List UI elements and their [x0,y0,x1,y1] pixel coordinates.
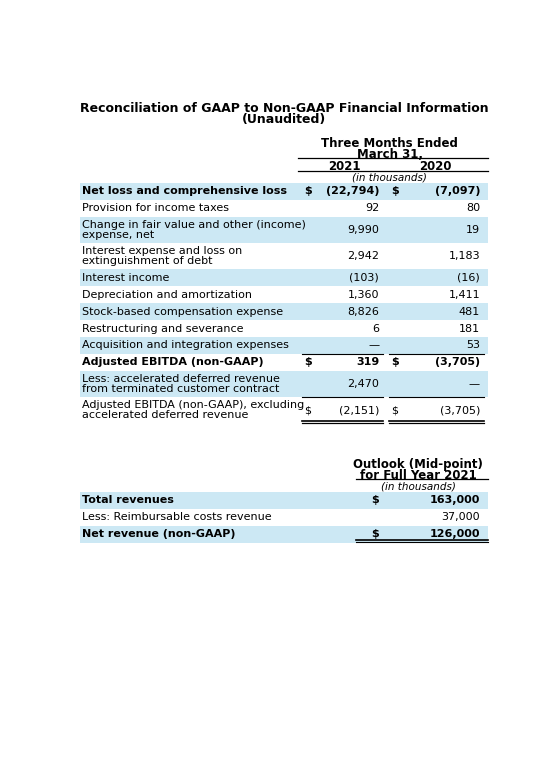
FancyBboxPatch shape [80,337,488,354]
Text: (3,705): (3,705) [440,406,480,415]
Text: Net revenue (non-GAAP): Net revenue (non-GAAP) [83,529,236,539]
FancyBboxPatch shape [80,217,488,243]
FancyBboxPatch shape [80,525,488,543]
Text: accelerated deferred revenue: accelerated deferred revenue [83,410,249,420]
Text: 37,000: 37,000 [442,512,480,522]
Text: Reconciliation of GAAP to Non-GAAP Financial Information: Reconciliation of GAAP to Non-GAAP Finan… [80,102,488,115]
Text: from terminated customer contract: from terminated customer contract [83,384,280,394]
Text: extinguishment of debt: extinguishment of debt [83,257,213,266]
Text: (7,097): (7,097) [434,187,480,197]
Text: 1,183: 1,183 [448,251,480,261]
Text: 6: 6 [372,323,379,333]
Text: $: $ [304,406,311,415]
Text: Restructuring and severance: Restructuring and severance [83,323,244,333]
Text: Depreciation and amortization: Depreciation and amortization [83,290,253,300]
Text: (in thousands): (in thousands) [352,172,427,182]
Text: 2020: 2020 [419,160,452,173]
Text: $: $ [391,406,398,415]
Text: for Full Year 2021: for Full Year 2021 [360,468,476,482]
FancyBboxPatch shape [80,371,488,397]
Text: 319: 319 [356,357,379,367]
Text: 9,990: 9,990 [347,225,379,235]
Text: 80: 80 [466,204,480,214]
Text: 92: 92 [365,204,379,214]
Text: Adjusted EBITDA (non-GAAP), excluding: Adjusted EBITDA (non-GAAP), excluding [83,400,305,410]
Text: 1,411: 1,411 [448,290,480,300]
Text: March 31,: March 31, [357,147,423,161]
Text: —: — [368,340,379,350]
FancyBboxPatch shape [80,270,488,286]
Text: 181: 181 [459,323,480,333]
Text: Less: accelerated deferred revenue: Less: accelerated deferred revenue [83,374,280,384]
Text: 126,000: 126,000 [429,529,480,539]
Text: —: — [469,379,480,389]
Text: Stock-based compensation expense: Stock-based compensation expense [83,306,284,316]
Text: Provision for income taxes: Provision for income taxes [83,204,229,214]
Text: (3,705): (3,705) [435,357,480,367]
Text: (Unaudited): (Unaudited) [242,113,326,126]
Text: Net loss and comprehensive loss: Net loss and comprehensive loss [83,187,288,197]
FancyBboxPatch shape [80,492,488,508]
Text: expense, net: expense, net [83,230,155,240]
Text: 53: 53 [466,340,480,350]
Text: 8,826: 8,826 [347,306,379,316]
Text: 2,470: 2,470 [347,379,379,389]
Text: 1,360: 1,360 [348,290,379,300]
Text: Change in fair value and other (income): Change in fair value and other (income) [83,220,306,230]
Text: 2021: 2021 [328,160,361,173]
Text: Outlook (Mid-point): Outlook (Mid-point) [353,458,483,471]
Text: (103): (103) [350,273,379,283]
Text: Acquisition and integration expenses: Acquisition and integration expenses [83,340,289,350]
Text: Three Months Ended: Three Months Ended [321,137,458,150]
FancyBboxPatch shape [80,183,488,200]
Text: Total revenues: Total revenues [83,495,175,505]
Text: $: $ [304,187,312,197]
Text: Adjusted EBITDA (non-GAAP): Adjusted EBITDA (non-GAAP) [83,357,264,367]
Text: $: $ [372,495,379,505]
Text: $: $ [391,187,399,197]
Text: (2,151): (2,151) [339,406,379,415]
Text: 19: 19 [466,225,480,235]
FancyBboxPatch shape [80,303,488,320]
Text: (in thousands): (in thousands) [381,481,455,491]
Text: (22,794): (22,794) [326,187,379,197]
Text: (16): (16) [457,273,480,283]
Text: 481: 481 [459,306,480,316]
Text: 2,942: 2,942 [347,251,379,261]
Text: $: $ [391,357,399,367]
Text: $: $ [304,357,312,367]
Text: $: $ [372,529,379,539]
Text: Interest expense and loss on: Interest expense and loss on [83,247,243,257]
Text: Less: Reimbursable costs revenue: Less: Reimbursable costs revenue [83,512,272,522]
Text: Interest income: Interest income [83,273,170,283]
Text: 163,000: 163,000 [429,495,480,505]
